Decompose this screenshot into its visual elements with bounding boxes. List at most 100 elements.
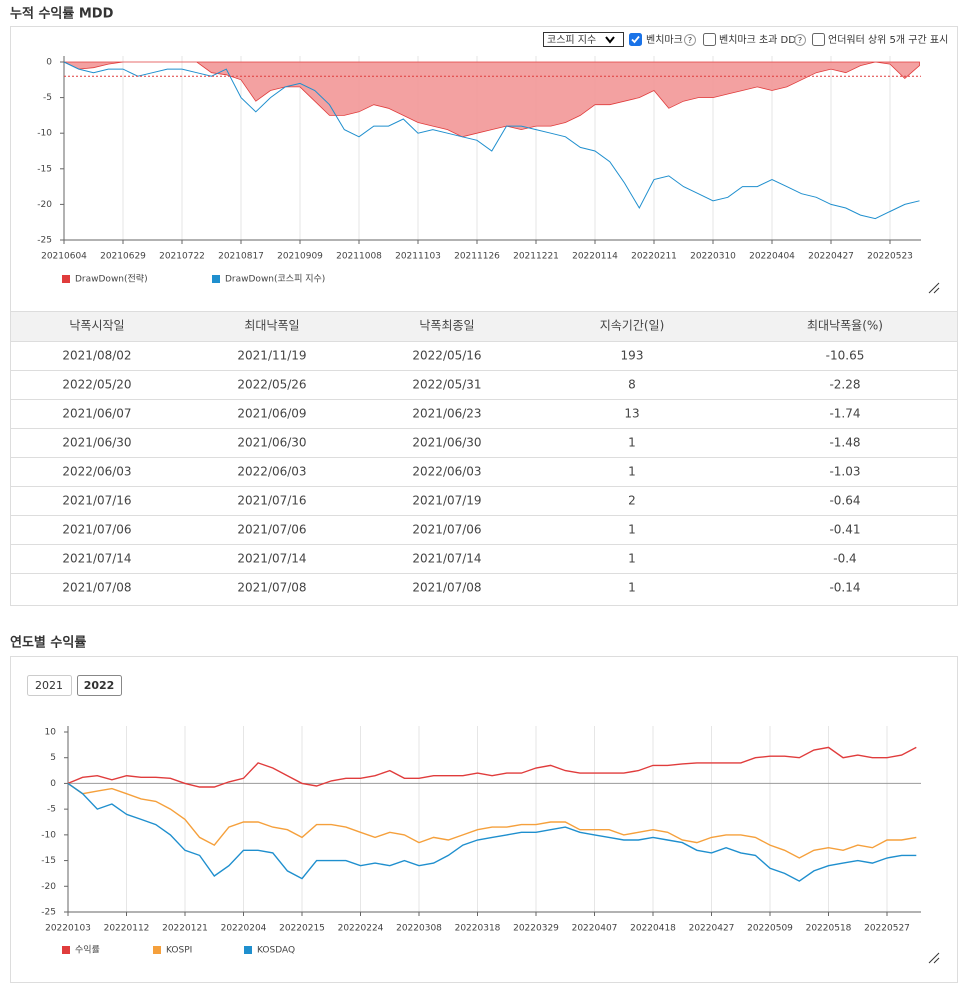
y-tick-label: -5 [47, 805, 56, 815]
x-tick-label: 20220509 [747, 924, 793, 934]
y-tick-label: -20 [41, 882, 56, 892]
x-tick-label: 20220318 [455, 924, 501, 934]
y-tick-label: -10 [41, 830, 56, 840]
y-tick-label: 5 [50, 753, 56, 763]
table-cell: 193 [621, 349, 644, 363]
table-cell: 2021/07/19 [412, 494, 481, 508]
legend-label: KOSDAQ [257, 946, 295, 956]
year-button[interactable] [27, 675, 72, 696]
y-tick-label: 10 [45, 728, 57, 738]
table-cell: 2021/07/16 [62, 494, 131, 508]
year-button-label: 2021 [35, 679, 63, 692]
help-text: ? [798, 36, 802, 45]
help-icon[interactable] [684, 34, 696, 46]
year-button-label: 2022 [84, 679, 115, 692]
table-cell: 2021/07/16 [237, 494, 306, 508]
x-tick-label: 20220404 [749, 252, 795, 262]
x-tick-label: 20211221 [513, 252, 559, 262]
series-line [67, 782, 917, 859]
x-tick-label: 20220427 [689, 924, 735, 934]
checkbox[interactable] [703, 33, 716, 46]
table-cell: 2022/06/03 [412, 465, 481, 479]
table-header [11, 311, 957, 341]
table-cell: 2021/06/07 [62, 407, 131, 421]
chevron [605, 36, 615, 44]
table-cell: 2021/06/30 [237, 436, 306, 450]
x-tick-label: 20220215 [279, 924, 325, 934]
table-cell: -0.4 [833, 552, 856, 566]
x-tick-label: 20211126 [454, 252, 500, 262]
checkbox[interactable] [812, 33, 825, 46]
x-tick-label: 20220527 [864, 924, 910, 934]
table-cell: 2022/05/31 [412, 378, 481, 392]
table-cell: -1.48 [829, 436, 860, 450]
table-cell: 2022/06/03 [237, 465, 306, 479]
y-tick-label: -20 [37, 200, 52, 210]
x-tick-label: 20210909 [277, 252, 323, 262]
table-cell: -10.65 [826, 349, 865, 363]
table-cell: 2 [628, 494, 636, 508]
section-title: 누적 수익률 MDD [10, 6, 114, 22]
x-tick-label: 20220518 [806, 924, 852, 934]
x-tick-label: 20220523 [867, 252, 913, 262]
x-tick-label: 20220204 [221, 924, 267, 934]
x-tick-label: 20220329 [513, 924, 559, 934]
table-cell: 2021/11/19 [237, 349, 306, 363]
table-cell: 1 [628, 581, 636, 595]
x-tick-label: 20220121 [162, 924, 208, 934]
select[interactable] [543, 32, 624, 47]
table-cell: 2021/07/06 [412, 523, 481, 537]
x-tick-label: 20220224 [338, 924, 384, 934]
x-tick-label: 20220308 [396, 924, 442, 934]
table-cell: 2022/05/16 [412, 349, 481, 363]
legend-label: DrawDown(코스피 지수) [225, 274, 325, 285]
help-text: ? [688, 36, 692, 45]
x-tick-label: 20220103 [45, 924, 91, 934]
table-cell: -1.74 [829, 407, 860, 421]
column-header: 낙폭시작일 [69, 319, 124, 333]
table-cell: 1 [628, 523, 636, 537]
x-tick-label: 20210722 [159, 252, 205, 262]
table-cell: -1.03 [829, 465, 860, 479]
x-tick-label: 20210817 [218, 252, 264, 262]
table-cell: 2022/06/03 [62, 465, 131, 479]
table-cell: 2021/07/14 [237, 552, 306, 566]
y-tick-label: -15 [37, 164, 52, 174]
column-header: 낙폭최종일 [419, 319, 474, 333]
table-cell: -0.64 [829, 494, 860, 508]
legend-swatch [244, 946, 252, 954]
legend-swatch [212, 275, 220, 283]
legend-swatch [62, 946, 70, 954]
legend-swatch [153, 946, 161, 954]
table-cell: 2021/06/23 [412, 407, 481, 421]
table-cell: 13 [624, 407, 639, 421]
column-header: 최대낙폭일 [244, 319, 299, 333]
table-cell: -0.14 [829, 581, 860, 595]
help-icon[interactable] [794, 34, 806, 46]
table-cell: 2022/05/20 [62, 378, 131, 392]
table-cell: 2021/06/09 [237, 407, 306, 421]
series-line [67, 746, 917, 788]
y-tick-label: -25 [37, 236, 52, 246]
x-tick-label: 20210629 [100, 252, 146, 262]
table-cell: 2021/07/08 [412, 581, 481, 595]
table-cell: 2022/05/26 [237, 378, 306, 392]
y-tick-label: 0 [50, 779, 56, 789]
checkbox-label: 벤치마크 초과 DD [719, 34, 796, 46]
x-tick-label: 20210604 [41, 252, 87, 262]
year-button[interactable] [77, 675, 122, 696]
table-cell: 2021/07/08 [62, 581, 131, 595]
table-cell: 2021/06/30 [412, 436, 481, 450]
table-cell: 1 [628, 436, 636, 450]
table-cell: 1 [628, 552, 636, 566]
x-tick-label: 20211103 [395, 252, 441, 262]
table-cell: 2021/07/08 [237, 581, 306, 595]
table-cell: 2021/06/30 [62, 436, 131, 450]
yearly-box [10, 656, 958, 983]
table-cell: -0.41 [829, 523, 860, 537]
legend-label: 수익률 [75, 944, 100, 956]
controls: 코스피 지수 벤치마크 벤치마크 초과 DD 언더워터 상위 5개 구간 표시 … [543, 32, 948, 47]
x-tick-label: 20220418 [630, 924, 676, 934]
x-tick-label: 20220112 [104, 924, 150, 934]
